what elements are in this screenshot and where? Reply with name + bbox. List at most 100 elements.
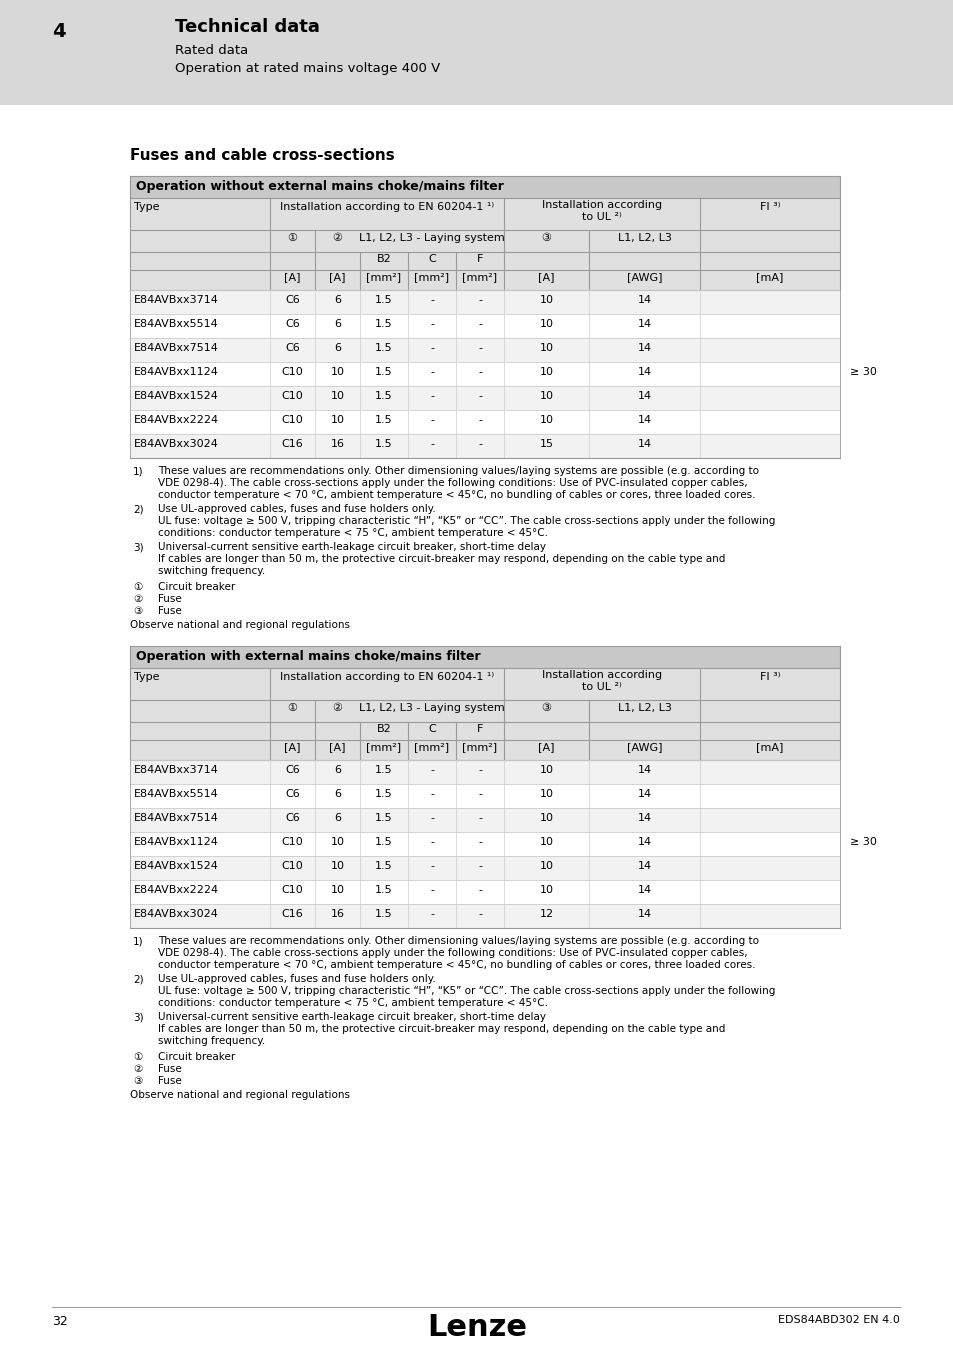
Text: Circuit breaker: Circuit breaker <box>158 1052 235 1062</box>
Text: Type: Type <box>133 672 159 682</box>
Text: Fuse: Fuse <box>158 606 182 616</box>
Text: UL fuse: voltage ≥ 500 V, tripping characteristic “H”, “K5” or “CC”. The cable c: UL fuse: voltage ≥ 500 V, tripping chara… <box>158 516 775 526</box>
Text: 10: 10 <box>330 414 344 425</box>
Text: E84AVBxx7514: E84AVBxx7514 <box>133 813 218 823</box>
Text: -: - <box>477 788 481 799</box>
Text: ①: ① <box>287 234 297 243</box>
Text: 1.5: 1.5 <box>375 296 393 305</box>
Text: 10: 10 <box>330 861 344 871</box>
Text: Installation according to EN 60204-1 ¹⁾: Installation according to EN 60204-1 ¹⁾ <box>279 672 494 682</box>
Text: -: - <box>477 392 481 401</box>
Bar <box>130 809 840 832</box>
Text: C16: C16 <box>281 439 303 450</box>
Text: E84AVBxx3714: E84AVBxx3714 <box>133 296 218 305</box>
Text: 1.5: 1.5 <box>375 861 393 871</box>
Text: EDS84ABD302 EN 4.0: EDS84ABD302 EN 4.0 <box>778 1315 899 1324</box>
Text: 10: 10 <box>539 392 553 401</box>
Text: 1.5: 1.5 <box>375 414 393 425</box>
Text: Use UL-approved cables, fuses and fuse holders only.: Use UL-approved cables, fuses and fuse h… <box>158 973 436 984</box>
Text: 6: 6 <box>334 343 340 352</box>
Text: -: - <box>430 788 434 799</box>
Text: 14: 14 <box>637 319 651 329</box>
Text: Installation according
to UL ²⁾: Installation according to UL ²⁾ <box>541 670 661 693</box>
Text: Observe national and regional regulations: Observe national and regional regulation… <box>130 1089 350 1100</box>
Text: 1.5: 1.5 <box>375 765 393 775</box>
Bar <box>130 760 840 784</box>
Text: C10: C10 <box>281 837 303 846</box>
Text: ①: ① <box>132 582 142 593</box>
Text: [mA]: [mA] <box>756 743 782 752</box>
Text: C10: C10 <box>281 886 303 895</box>
Text: -: - <box>430 439 434 450</box>
Text: switching frequency.: switching frequency. <box>158 566 265 576</box>
Text: -: - <box>477 909 481 919</box>
Text: 6: 6 <box>334 765 340 775</box>
Text: ③: ③ <box>541 703 551 713</box>
Text: 2): 2) <box>132 504 144 514</box>
Bar <box>0 0 953 105</box>
Text: 6: 6 <box>334 813 340 823</box>
Bar <box>130 784 840 809</box>
Text: VDE 0298-4). The cable cross-sections apply under the following conditions: Use : VDE 0298-4). The cable cross-sections ap… <box>158 478 747 487</box>
Bar <box>130 832 840 856</box>
Text: 2): 2) <box>132 973 144 984</box>
Text: C6: C6 <box>285 296 299 305</box>
Text: 14: 14 <box>637 343 651 352</box>
Bar <box>130 647 840 668</box>
Text: [A]: [A] <box>284 271 300 282</box>
Text: 10: 10 <box>539 837 553 846</box>
Text: F: F <box>476 254 482 265</box>
Text: E84AVBxx5514: E84AVBxx5514 <box>133 319 218 329</box>
Text: C6: C6 <box>285 813 299 823</box>
Text: [A]: [A] <box>537 743 554 752</box>
Text: -: - <box>430 367 434 377</box>
Text: ②: ② <box>333 234 342 243</box>
Text: C6: C6 <box>285 765 299 775</box>
Text: 10: 10 <box>539 813 553 823</box>
Text: These values are recommendations only. Other dimensioning values/laying systems : These values are recommendations only. O… <box>158 936 759 946</box>
Text: 14: 14 <box>637 392 651 401</box>
Text: -: - <box>430 392 434 401</box>
Text: E84AVBxx7514: E84AVBxx7514 <box>133 343 218 352</box>
Text: [mm²]: [mm²] <box>366 271 401 282</box>
Text: Lenze: Lenze <box>427 1314 526 1342</box>
Text: ③: ③ <box>132 606 142 616</box>
Text: E84AVBxx3024: E84AVBxx3024 <box>133 909 218 919</box>
Text: 14: 14 <box>637 813 651 823</box>
Text: -: - <box>430 886 434 895</box>
Text: 14: 14 <box>637 861 651 871</box>
Text: 1.5: 1.5 <box>375 343 393 352</box>
Text: E84AVBxx2224: E84AVBxx2224 <box>133 414 219 425</box>
Text: 3): 3) <box>132 1012 144 1022</box>
Bar <box>130 176 840 198</box>
Text: ≥ 30: ≥ 30 <box>849 367 876 377</box>
Text: Operation without external mains choke/mains filter: Operation without external mains choke/m… <box>136 180 503 193</box>
Text: Rated data: Rated data <box>174 45 248 57</box>
Text: Use UL-approved cables, fuses and fuse holders only.: Use UL-approved cables, fuses and fuse h… <box>158 504 436 514</box>
Text: E84AVBxx5514: E84AVBxx5514 <box>133 788 218 799</box>
Text: L1, L2, L3 - Laying system: L1, L2, L3 - Laying system <box>358 703 504 713</box>
Text: -: - <box>477 813 481 823</box>
Text: ③: ③ <box>132 1076 142 1085</box>
Bar <box>130 668 840 760</box>
Text: 1.5: 1.5 <box>375 886 393 895</box>
Text: -: - <box>430 861 434 871</box>
Text: VDE 0298-4). The cable cross-sections apply under the following conditions: Use : VDE 0298-4). The cable cross-sections ap… <box>158 948 747 958</box>
Text: 1.5: 1.5 <box>375 367 393 377</box>
Bar <box>130 338 840 362</box>
Text: -: - <box>430 296 434 305</box>
Text: 10: 10 <box>539 296 553 305</box>
Text: Universal-current sensitive earth-leakage circuit breaker, short-time delay: Universal-current sensitive earth-leakag… <box>158 541 545 552</box>
Text: 1.5: 1.5 <box>375 788 393 799</box>
Text: Fuses and cable cross-sections: Fuses and cable cross-sections <box>130 148 395 163</box>
Text: 10: 10 <box>330 392 344 401</box>
Text: 6: 6 <box>334 788 340 799</box>
Text: [A]: [A] <box>537 271 554 282</box>
Text: Fuse: Fuse <box>158 1076 182 1085</box>
Text: If cables are longer than 50 m, the protective circuit-breaker may respond, depe: If cables are longer than 50 m, the prot… <box>158 1025 724 1034</box>
Bar <box>130 856 840 880</box>
Text: L1, L2, L3: L1, L2, L3 <box>617 703 671 713</box>
Text: 1): 1) <box>132 466 144 477</box>
Bar <box>130 410 840 433</box>
Text: -: - <box>477 319 481 329</box>
